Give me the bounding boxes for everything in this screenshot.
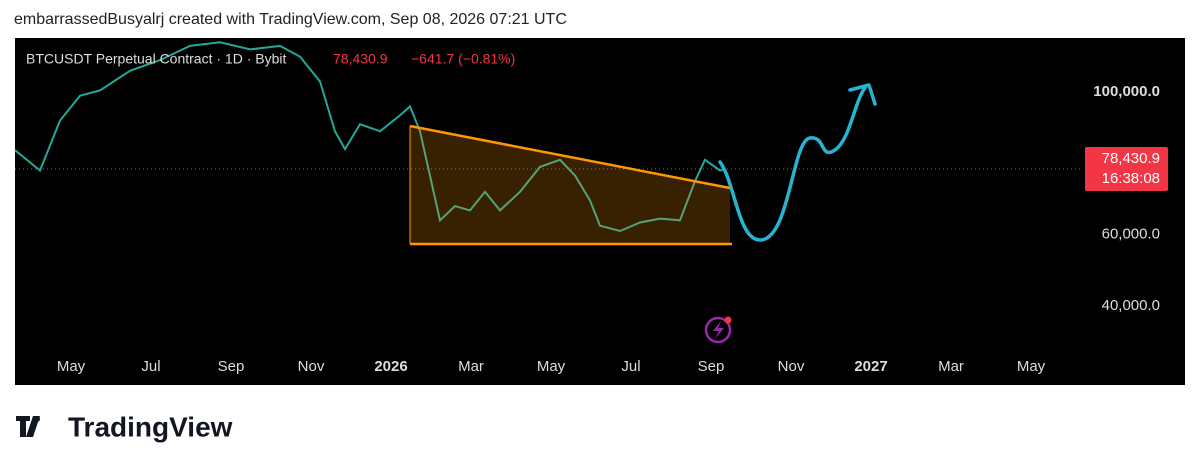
x-tick-label: Nov — [298, 358, 325, 375]
logo-text: TradingView — [68, 411, 233, 442]
logo-icon — [16, 416, 40, 437]
projection-arrow — [718, 86, 867, 242]
price-line — [14, 41, 726, 233]
price-tag-value: 78,430.9 — [1102, 150, 1160, 167]
triangle-fill — [410, 126, 730, 244]
plot: 40,000.0 60,000.0 100,000.0 May Jul Sep Nov 202… — [14, 41, 1160, 385]
event-dot — [724, 316, 732, 324]
x-tick-label: 2027 — [854, 358, 887, 375]
arrow-head — [848, 83, 877, 106]
y-tick-label: 40,000.0 — [1102, 297, 1160, 314]
x-tick-label: Mar — [938, 358, 964, 375]
y-tick-label: 100,000.0 — [1093, 83, 1160, 100]
x-tick-label: Jul — [141, 358, 160, 375]
credit: embarrassedBusyalrj created with Trading… — [14, 11, 567, 28]
x-tick-label: 2026 — [374, 358, 407, 375]
logo-dot — [34, 416, 40, 422]
chart-panel — [15, 38, 1185, 385]
price-tag-box — [1085, 146, 1168, 191]
x-tick-label: May — [537, 358, 566, 375]
x-tick-label: Nov — [778, 358, 805, 375]
countdown: 16:38:08 — [1102, 170, 1160, 187]
x-tick-label: Jul — [621, 358, 640, 375]
event-bolt — [713, 321, 724, 339]
x-tick-label: Sep — [698, 358, 725, 375]
symbol-title: BTCUSDT Perpetual Contract · 1D · Bybit — [26, 51, 286, 67]
y-tick-label: 60,000.0 — [1102, 226, 1160, 243]
trend-line — [409, 124, 731, 190]
x-tick-label: Mar — [458, 358, 484, 375]
event-icon[interactable] — [704, 316, 732, 344]
x-tick-label: May — [1017, 358, 1046, 375]
x-tick-label: May — [57, 358, 86, 375]
price-tag: 78,430.9 16:38:08 — [1085, 146, 1168, 191]
legend-change: −641.7 (−0.81%) — [411, 51, 515, 67]
x-tick-label: Sep — [218, 358, 245, 375]
legend-price: 78,430.9 — [333, 51, 388, 67]
